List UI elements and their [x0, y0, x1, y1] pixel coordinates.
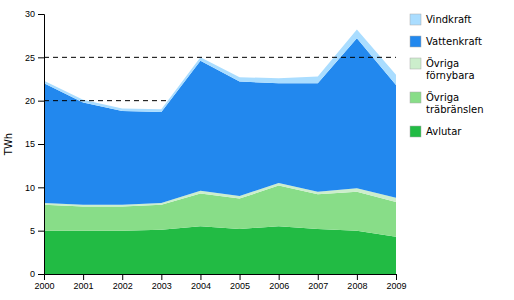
area — [44, 38, 396, 204]
y-tick: 0 — [30, 269, 44, 279]
x-tick: 2005 — [230, 274, 250, 291]
y-tick-label: 25 — [25, 53, 35, 63]
x-tick-label: 2003 — [152, 281, 172, 291]
x-tick-label: 2006 — [269, 281, 289, 291]
y-tick-mark — [38, 274, 44, 275]
y-tick: 20 — [25, 96, 44, 106]
y-tick: 30 — [25, 9, 44, 19]
x-axis: 2000 2001 2002 2003 2004 2005 2006 2007 2008 2009 — [34, 274, 406, 291]
x-tick-label: 2009 — [386, 281, 406, 291]
x-tick-mark — [161, 274, 162, 280]
area — [44, 30, 396, 112]
y-tick-label: 20 — [25, 96, 35, 106]
y-tick-mark — [38, 101, 44, 102]
x-tick-mark — [83, 274, 84, 280]
x-tick-label: 2008 — [347, 281, 367, 291]
area — [44, 226, 396, 274]
y-tick-label: 15 — [25, 139, 35, 149]
y-axis-title: TWh — [3, 133, 14, 156]
x-tick: 2008 — [347, 274, 367, 291]
y-tick-mark — [38, 231, 44, 232]
y-tick: 25 — [25, 53, 44, 63]
y-axis-line — [38, 15, 45, 275]
y-tick-mark — [38, 57, 44, 58]
x-tick-label: 2005 — [230, 281, 250, 291]
x-tick-label: 2004 — [191, 281, 211, 291]
y-tick-label: 5 — [30, 226, 35, 236]
y-tick-mark — [38, 14, 44, 15]
y-tick-label: 0 — [30, 269, 35, 279]
x-axis-line — [45, 275, 397, 281]
y-tick-mark — [38, 144, 44, 145]
legend-label: Avlutar — [426, 126, 462, 137]
x-tick: 2007 — [308, 274, 328, 291]
y-tick-mark — [38, 187, 44, 188]
y-tick: 15 — [25, 139, 44, 149]
x-tick: 2002 — [113, 274, 133, 291]
x-tick-mark — [279, 274, 280, 280]
legend-swatch — [410, 58, 421, 69]
legend-swatch — [410, 126, 421, 137]
y-tick: 10 — [25, 183, 44, 193]
legend-swatch — [410, 92, 421, 103]
x-tick-mark — [200, 274, 201, 280]
x-tick-label: 2007 — [308, 281, 328, 291]
x-tick: 2001 — [74, 274, 94, 291]
x-tick: 2009 — [386, 274, 406, 291]
legend-label: Vindkraft — [426, 14, 471, 25]
y-tick-label: 30 — [25, 9, 35, 19]
x-tick-mark — [357, 274, 358, 280]
x-tick: 2003 — [152, 274, 172, 291]
legend-swatch — [410, 36, 421, 47]
x-tick-mark — [122, 274, 123, 280]
x-tick-label: 2001 — [74, 281, 94, 291]
legend: Vindkraft Vattenkraft Övrigaförnybara Övrig… — [410, 14, 484, 137]
x-tick-mark — [396, 274, 397, 280]
legend-label: Övrigaträbränslen — [426, 91, 484, 115]
y-axis: 0 5 10 15 20 25 30 — [25, 9, 45, 279]
x-tick: 2004 — [191, 274, 211, 291]
x-tick-label: 2002 — [113, 281, 133, 291]
reference-line — [44, 57, 396, 58]
legend-item: Vattenkraft — [410, 36, 482, 47]
x-tick: 2000 — [34, 274, 54, 291]
reference-line — [44, 100, 169, 101]
marks — [44, 30, 396, 274]
x-tick-mark — [318, 274, 319, 280]
legend-item: Övrigaförnybara — [410, 57, 475, 81]
legend-swatch — [410, 14, 421, 25]
legend-item: Vindkraft — [410, 14, 471, 25]
legend-item: Övrigaträbränslen — [410, 91, 484, 115]
x-tick: 2006 — [269, 274, 289, 291]
legend-label: Övrigaförnybara — [426, 57, 475, 81]
chart: 2000200120022003200420052006200720082009… — [0, 0, 514, 300]
x-tick-mark — [240, 274, 241, 280]
y-tick: 5 — [30, 226, 44, 236]
x-tick-label: 2000 — [34, 281, 54, 291]
legend-label: Vattenkraft — [426, 36, 482, 47]
legend-item: Avlutar — [410, 126, 462, 137]
y-tick-label: 10 — [25, 183, 35, 193]
plot: 2000200120022003200420052006200720082009… — [3, 9, 407, 291]
